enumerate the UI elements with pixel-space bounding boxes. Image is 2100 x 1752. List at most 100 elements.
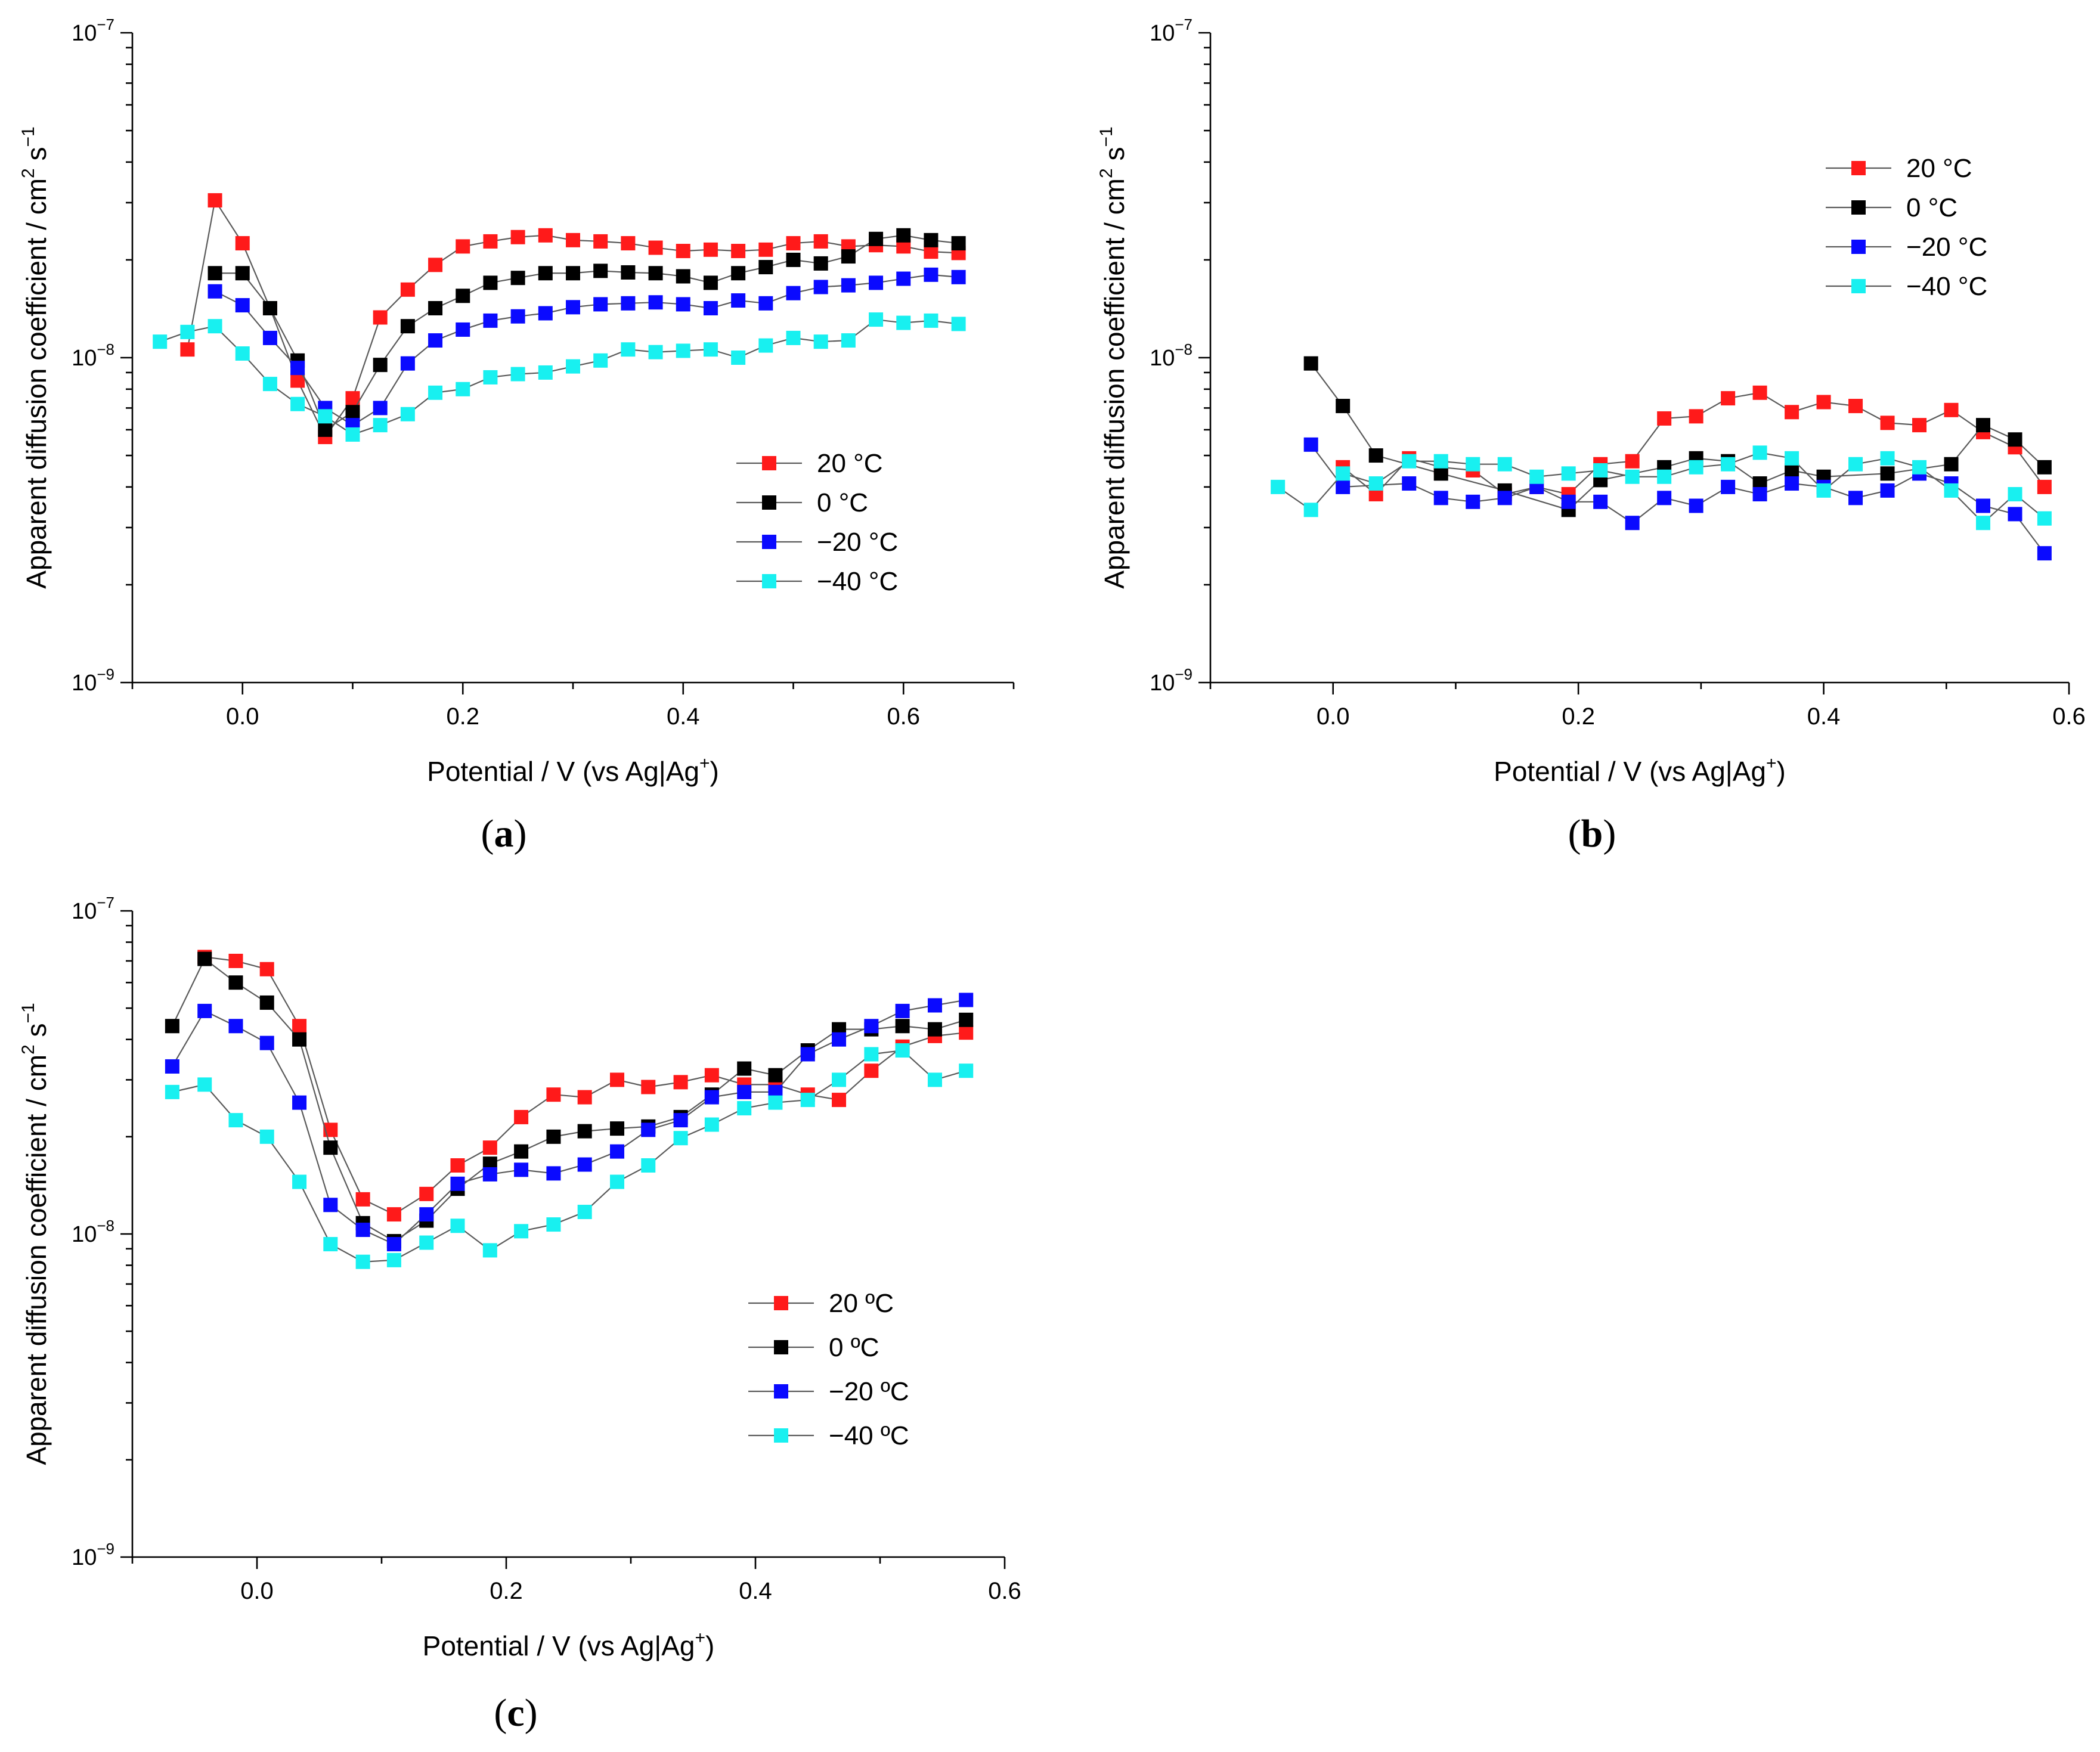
pc-series-3-point: [737, 1101, 752, 1116]
pb-legend-swatch: [1851, 200, 1866, 215]
pa-series-2-point: [869, 275, 884, 290]
pa-series-3-point: [373, 418, 388, 433]
pb-series-3-point: [1303, 503, 1318, 517]
pc-series-0-point: [386, 1207, 401, 1222]
pb-series-3-point: [1433, 454, 1448, 469]
pa-series-1-point: [262, 301, 277, 316]
pb-series-2-point: [1625, 516, 1640, 531]
pb-x-tick-label: 0.0: [1317, 703, 1350, 730]
pa-x-tick-label: 0.2: [446, 703, 479, 730]
pa-series-0-point: [731, 244, 746, 259]
pc-series-3-point: [577, 1205, 592, 1220]
pa-series-3-point: [593, 353, 608, 368]
pa-series-3-point: [153, 334, 168, 349]
pc-series-3-point: [514, 1224, 529, 1239]
pa-series-2-point: [456, 322, 470, 337]
pb-series-3-point: [1561, 466, 1576, 481]
pb-series-3-point: [1402, 454, 1417, 469]
pa-series-3-point: [621, 342, 636, 357]
pc-series-2-point: [165, 1059, 179, 1074]
pa-series-0-point: [400, 282, 415, 297]
pc-series-1-point: [546, 1129, 561, 1144]
pb-x-tick-label: 0.4: [1807, 703, 1841, 730]
pc-series-2-point: [577, 1157, 592, 1172]
pa-series-3-point: [841, 333, 856, 348]
pa-y-tick-label: 10−7: [72, 15, 114, 46]
pb-series-1-point: [2037, 460, 2052, 475]
pa-series-3-point: [483, 370, 498, 384]
pa-series-0-point: [676, 244, 690, 259]
pc-series-0-point: [959, 1025, 974, 1040]
pa-series-3-point: [648, 345, 663, 359]
pc-legend-label: 20 ºC: [829, 1289, 894, 1318]
pb-y-tick-base: 10: [1150, 671, 1175, 696]
pb-panel-label: (b): [1568, 812, 1616, 855]
pc-series-1-point: [959, 1012, 974, 1027]
pa-ylabel-sup2: −1: [18, 126, 38, 147]
pa-series-0-point: [758, 242, 773, 257]
pb-series-2-point: [1303, 437, 1318, 452]
pb-series-2-point: [2037, 546, 2052, 561]
pa-xlabel-main: Potential / V (vs Ag|Ag: [427, 756, 699, 787]
pc-series-1-point: [292, 1032, 307, 1047]
pc-series-0-point: [259, 962, 274, 976]
pc-series-2-point: [197, 1003, 212, 1018]
pa-series-1-point: [758, 260, 773, 275]
pb-series-3-point: [1466, 457, 1480, 472]
pb-series-0-point: [1912, 418, 1927, 433]
pb-y-tick-label: 10−8: [1150, 340, 1193, 371]
pc-panel-label: (c): [494, 1691, 537, 1735]
pa-series-0-point: [207, 193, 222, 208]
pa-series-3-point: [428, 385, 443, 400]
pc-series-0-point: [450, 1158, 465, 1173]
pc-series-1-point: [895, 1019, 910, 1034]
pb-y-tick-label: 10−7: [1150, 15, 1193, 46]
pc-ylabel-sup2: −1: [18, 1003, 38, 1023]
pa-series-0-point: [456, 239, 470, 254]
pc-series-2-point: [673, 1113, 688, 1128]
pa-series-2-point: [262, 330, 277, 345]
pa-series-1-point: [345, 405, 360, 420]
pa-series-2-point: [400, 356, 415, 371]
pb-series-3-point: [1721, 457, 1736, 472]
pc-series-2-point: [641, 1122, 656, 1137]
pc-series-1-point: [927, 1022, 942, 1037]
pc-series-2-point: [832, 1032, 847, 1047]
pb-series-0-point: [1625, 454, 1640, 469]
pc-series-3-point: [546, 1217, 561, 1232]
pa-series-2-point: [235, 298, 250, 313]
pc-series-1-point: [228, 975, 243, 990]
pc-series-3-point: [768, 1095, 783, 1110]
pb-legend-swatch: [1851, 161, 1866, 175]
pc-series-0-point: [482, 1140, 497, 1155]
pa-series-0-point: [510, 230, 525, 244]
pc-series-2-point: [259, 1035, 274, 1050]
pa-y-tick-base: 10: [72, 671, 97, 696]
pa-series-3-point: [566, 359, 580, 374]
pb-legend-label: 0 °C: [1906, 193, 1957, 222]
pc-xlabel-tail: ): [705, 1630, 714, 1661]
pb-series-2-point: [1433, 491, 1448, 506]
pa-y-tick-base: 10: [72, 346, 97, 371]
pc-legend-swatch: [774, 1340, 788, 1354]
pa-series-0-point: [593, 234, 608, 249]
pb-series-3-point: [2008, 487, 2022, 502]
pb-series-3-point: [1529, 469, 1544, 484]
pc-y-tick-base: 10: [72, 1222, 97, 1247]
pb-ylabel-main: Apparent diffusion coefficient / cm: [1099, 178, 1130, 589]
pa-y-tick-label: 10−9: [72, 665, 114, 696]
pc-series-3-point: [165, 1084, 179, 1099]
pa-series-2-line: [215, 274, 959, 426]
pb-ylabel-sup2: −1: [1097, 126, 1116, 147]
pc-y-tick-exponent: −8: [97, 1217, 114, 1235]
pa-series-0-point: [703, 242, 718, 257]
pa-panel-label-letter: a: [494, 812, 514, 855]
pb-series-0-point: [1785, 405, 1799, 420]
pa-series-1-point: [869, 231, 884, 246]
pa-y-tick-exponent: −8: [97, 340, 114, 358]
pa-series-1-point: [841, 249, 856, 264]
pa-series-2-point: [758, 296, 773, 311]
